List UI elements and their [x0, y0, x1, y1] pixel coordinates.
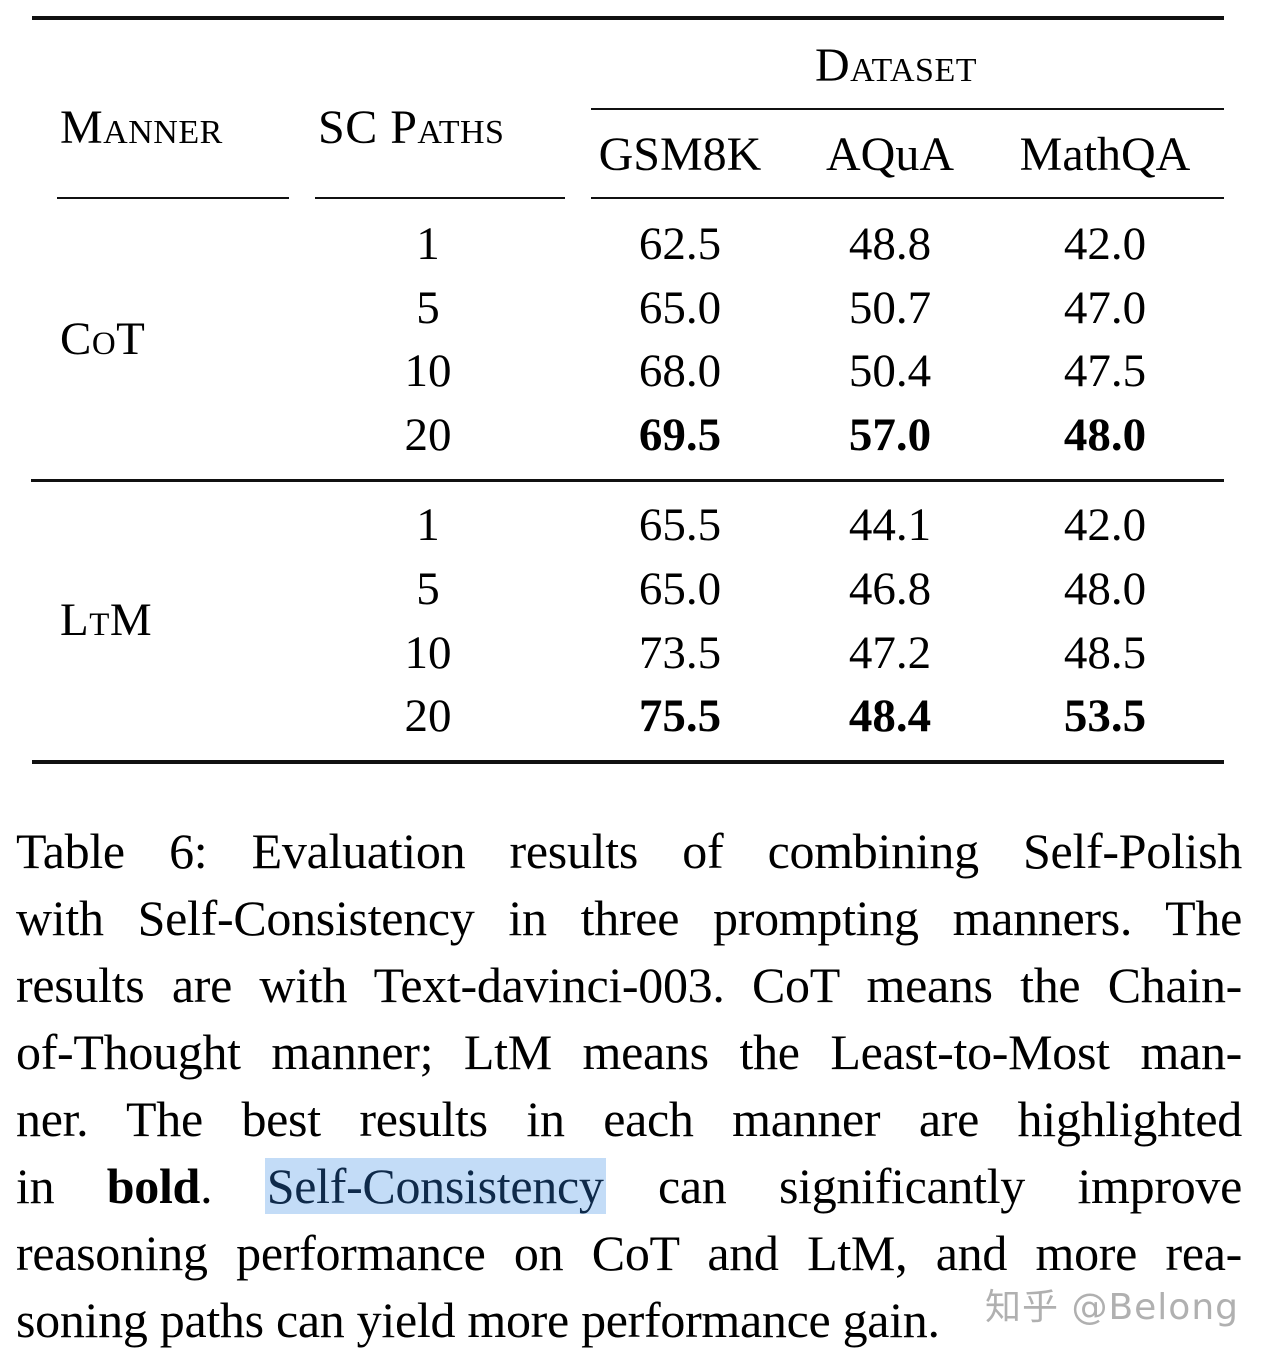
sc-paths-cell: 5	[416, 563, 440, 615]
datasets-cmidrule	[591, 197, 1224, 199]
mathqa-cell-best: 53.5	[1063, 690, 1147, 742]
caption-line-last: soning paths can yield more performance …	[16, 1292, 940, 1348]
aqua-cell: 50.7	[848, 282, 932, 334]
aqua-cell-best: 57.0	[848, 409, 932, 461]
sc-paths-cmidrule	[315, 197, 565, 199]
mathqa-cell: 47.5	[1063, 345, 1147, 397]
gsm8k-cell-best: 69.5	[638, 409, 722, 461]
top-rule	[32, 16, 1224, 20]
caption-line: with Self-Consistency in three prompting…	[16, 890, 1242, 946]
aqua-cell: 50.4	[848, 345, 932, 397]
caption-text: in	[16, 1158, 107, 1214]
header-mathqa: MathQA	[1019, 128, 1191, 181]
header-dataset: Dataset	[815, 39, 977, 92]
gsm8k-cell: 65.0	[638, 563, 722, 615]
caption-line: Table 6: Evaluation results of combining…	[16, 823, 1242, 879]
aqua-cell-best: 48.4	[848, 690, 932, 742]
mathqa-cell: 48.5	[1063, 627, 1147, 679]
gsm8k-cell: 62.5	[638, 218, 722, 270]
caption-line: reasoning performance on CoT and LtM, an…	[16, 1225, 1242, 1281]
mathqa-cell: 42.0	[1063, 499, 1147, 551]
aqua-cell: 47.2	[848, 627, 932, 679]
header-gsm8k: GSM8K	[598, 128, 762, 181]
sc-paths-cell: 1	[416, 499, 440, 551]
bottom-rule	[32, 760, 1224, 764]
sc-paths-cell: 20	[404, 690, 452, 742]
gsm8k-cell: 65.0	[638, 282, 722, 334]
aqua-cell: 48.8	[848, 218, 932, 270]
mathqa-cell-best: 48.0	[1063, 409, 1147, 461]
caption-line: results are with Text-davinci-003. CoT m…	[16, 957, 1242, 1013]
aqua-cell: 44.1	[848, 499, 932, 551]
sc-paths-cell: 20	[404, 409, 452, 461]
zhihu-watermark: 知乎 @Belong	[985, 1287, 1239, 1328]
sc-paths-cell: 1	[416, 218, 440, 270]
mathqa-cell: 42.0	[1063, 218, 1147, 270]
dataset-cmidrule	[591, 108, 1224, 110]
gsm8k-cell: 65.5	[638, 499, 722, 551]
caption-text: can significantly improve	[605, 1158, 1242, 1214]
gsm8k-cell-best: 75.5	[638, 690, 722, 742]
caption-line: ner. The best results in each manner are…	[16, 1091, 1242, 1147]
aqua-cell: 46.8	[848, 563, 932, 615]
sc-paths-cell: 10	[404, 627, 452, 679]
sc-paths-cell: 10	[404, 345, 452, 397]
caption-line-with-highlight: in bold. Self-Consistency can significan…	[16, 1153, 1242, 1220]
bold-word: bold	[106, 1158, 201, 1214]
header-manner: Manner	[60, 101, 223, 154]
group-label-cot: CoT	[60, 313, 146, 365]
caption-text: .	[200, 1158, 265, 1214]
mathqa-cell: 47.0	[1063, 282, 1147, 334]
header-sc-paths: SC Paths	[318, 101, 505, 154]
mathqa-cell: 48.0	[1063, 563, 1147, 615]
header-aqua: AQuA	[826, 128, 954, 181]
gsm8k-cell: 73.5	[638, 627, 722, 679]
group-midrule	[31, 479, 1224, 482]
group-label-ltm: LtM	[60, 594, 153, 646]
table-caption: Table 6: Evaluation results of combining…	[16, 818, 1242, 1354]
selected-text-highlight[interactable]: Self-Consistency	[264, 1158, 606, 1214]
caption-line: of-Thought manner; LtM means the Least-t…	[16, 1024, 1242, 1080]
manner-cmidrule	[57, 197, 289, 199]
sc-paths-cell: 5	[416, 282, 440, 334]
gsm8k-cell: 68.0	[638, 345, 722, 397]
